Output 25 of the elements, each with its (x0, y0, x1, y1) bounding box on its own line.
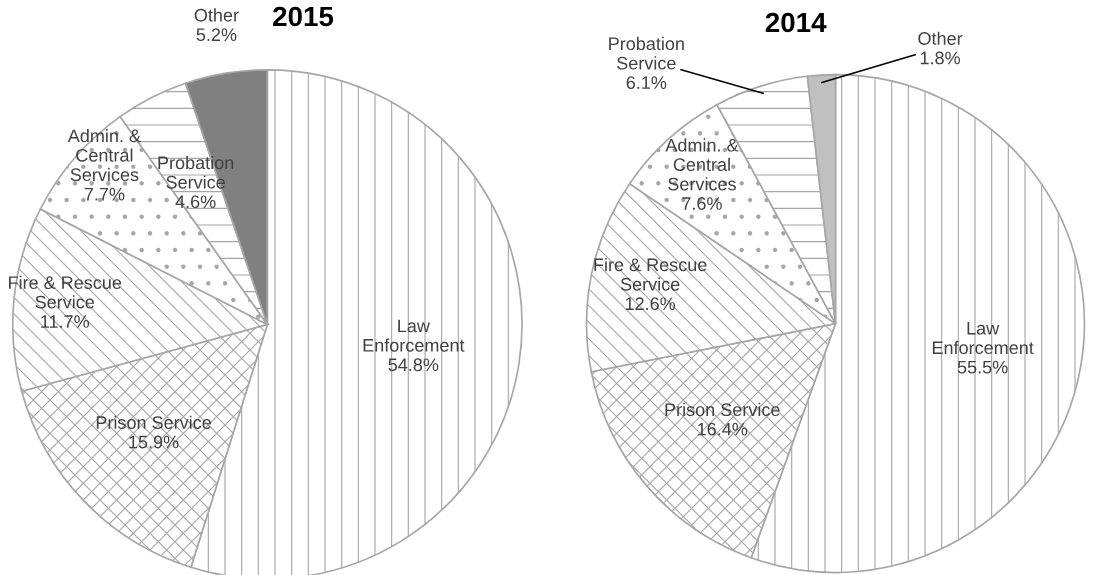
slice-label: Admin. & Central Services (67, 128, 141, 182)
slice-label: Admin. & Central Services (665, 138, 739, 191)
data-label: 11.7% (41, 315, 90, 328)
data-label: 6.1% (626, 76, 667, 90)
slice-label: Law Enforcement (932, 322, 1034, 355)
data-label: 55.5% (957, 360, 1008, 374)
slice-label: Probation Service (609, 36, 684, 70)
chart-title: 2015 (273, 6, 334, 27)
chart-title: 2014 (765, 12, 827, 33)
data-label: 12.6% (625, 297, 676, 311)
data-label: 15.9% (129, 435, 179, 449)
data-label: 7.6% (682, 197, 722, 210)
data-label: 4.6% (175, 195, 216, 209)
data-label: 16.4% (698, 422, 748, 436)
data-label: 7.7% (84, 187, 125, 201)
data-label: 5.2% (196, 28, 237, 42)
slice-label: Prison Service (96, 415, 211, 429)
slice-label: Fire & Rescue Service (9, 275, 122, 309)
data-label: 54.8% (388, 358, 439, 372)
data-label: 1.8% (920, 51, 960, 65)
slice-label: Fire & Rescue Service (594, 257, 707, 291)
slice-label: Other (194, 8, 239, 22)
slice-label: Law Enforcement (363, 319, 465, 352)
slice-label: Prison Service (665, 402, 780, 417)
slice-label: Other (918, 31, 963, 45)
